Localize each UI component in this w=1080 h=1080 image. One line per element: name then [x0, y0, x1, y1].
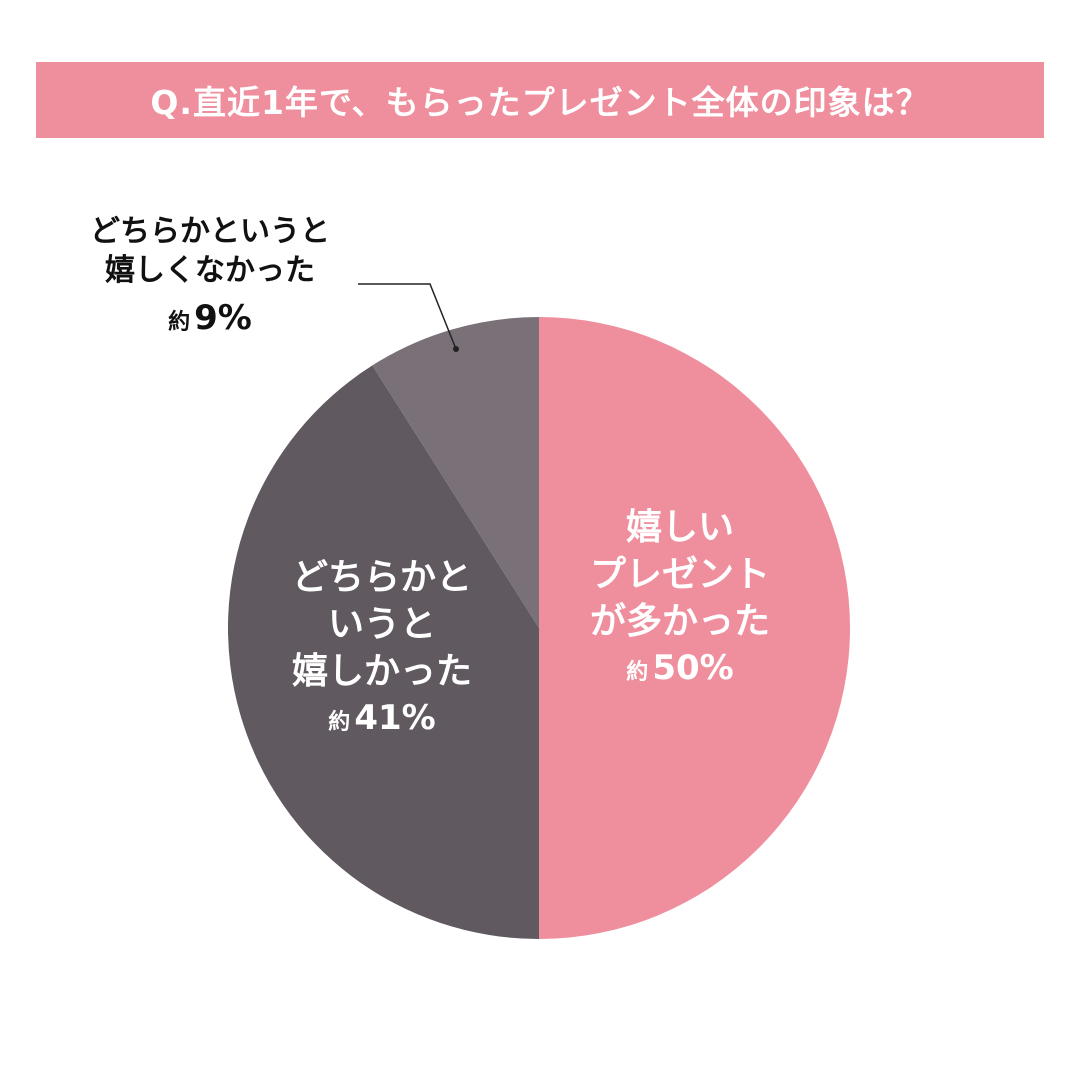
- label-pink-slice: 嬉しい プレゼント が多かった 約 50%: [560, 505, 800, 692]
- question-title: Q.直近1年で、もらったプレゼント全体の印象は？: [150, 83, 930, 122]
- percent-value: 41%: [354, 698, 436, 739]
- label-line: 嬉しかった: [291, 650, 472, 692]
- percent-row: 約 9%: [60, 296, 360, 340]
- question-title-bar: Q.直近1年で、もらったプレゼント全体の印象は？: [36, 62, 1044, 138]
- leader-dot: [453, 346, 459, 352]
- percent-prefix: 約: [626, 660, 649, 686]
- leader-line: [358, 283, 457, 350]
- label-line: 嬉しくなかった: [105, 253, 315, 288]
- percent-row: 約 41%: [262, 695, 502, 742]
- percent-prefix: 約: [168, 310, 191, 335]
- percent-row: 約 50%: [560, 645, 800, 692]
- label-line: プレゼント: [589, 553, 770, 595]
- label-line: いうと: [327, 603, 436, 645]
- label-gray-slice: どちらかというと 嬉しくなかった 約 9%: [60, 212, 360, 340]
- label-line: が多かった: [589, 600, 770, 642]
- label-dark-slice: どちらかと いうと 嬉しかった 約 41%: [262, 555, 502, 742]
- label-line: 嬉しい: [625, 507, 734, 548]
- pie-slice: [228, 365, 540, 939]
- label-line: どちらかと: [291, 557, 472, 598]
- pie-slice: [372, 317, 539, 628]
- label-line: どちらかというと: [90, 214, 330, 249]
- percent-value: 50%: [652, 648, 734, 689]
- percent-value: 9%: [194, 298, 252, 338]
- percent-prefix: 約: [328, 710, 351, 736]
- pie-slice: [539, 317, 850, 939]
